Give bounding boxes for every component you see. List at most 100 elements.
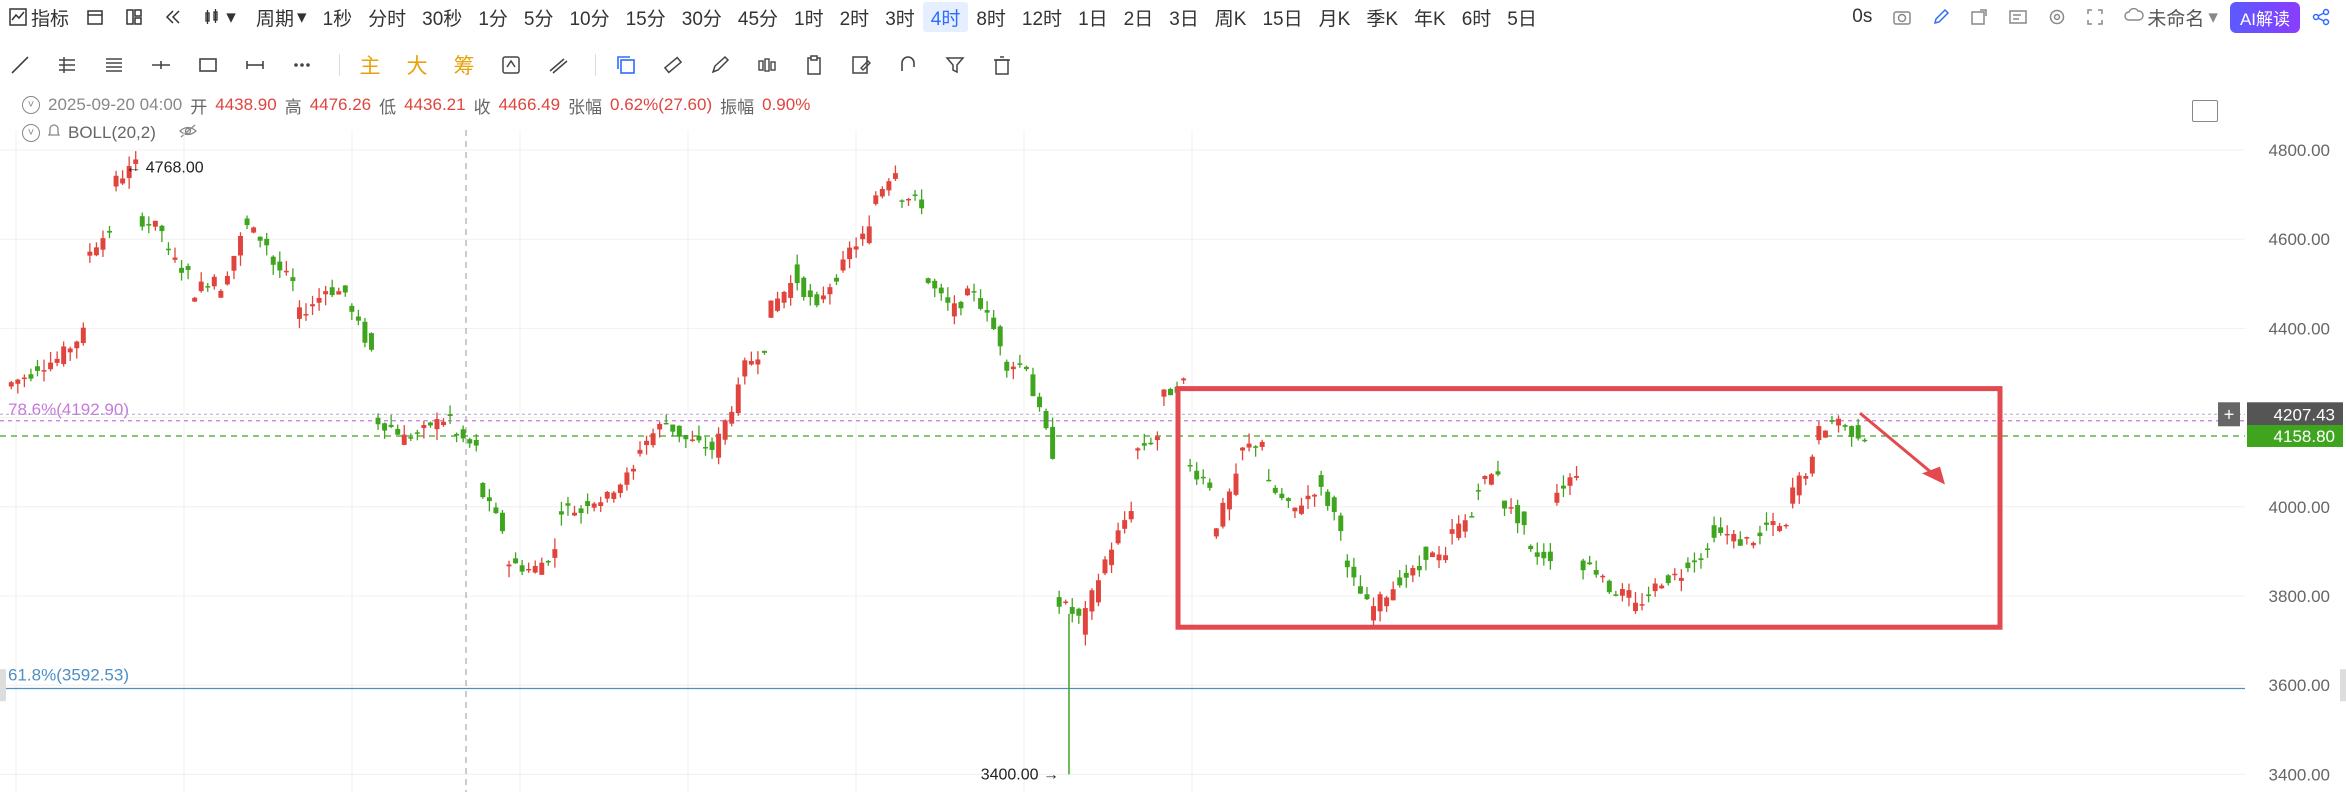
interval-22[interactable]: 年K [1414,8,1446,30]
candle-body [1377,594,1383,612]
candle-body [441,421,447,426]
candle-compare-icon[interactable] [747,50,787,80]
ai-explain-button[interactable]: AI解读 [2229,1,2300,33]
interval-2[interactable]: 30秒 [422,8,463,30]
layout-button[interactable] [116,2,155,32]
candle-body [945,297,951,303]
more-tools-icon[interactable] [282,50,322,80]
edit-note-icon[interactable] [841,50,881,80]
candle-body [1154,436,1160,441]
candle-body [1305,495,1311,500]
interval-13[interactable]: 8时 [976,8,1006,30]
candle-body [1724,533,1730,536]
interval-9[interactable]: 1时 [794,8,824,30]
interval-10[interactable]: 2时 [839,8,870,30]
candle-body [1652,583,1658,592]
sync-drawing-icon[interactable] [491,50,531,80]
chart-fullscreen-icon[interactable] [2192,100,2218,122]
add-alert-button[interactable] [2218,402,2240,427]
interval-4[interactable]: 5分 [523,8,554,30]
filter-icon[interactable] [935,50,975,80]
candle-body [1626,590,1632,598]
interval-23[interactable]: 6时 [1461,8,1492,30]
indicator-button[interactable]: 指标 [0,2,77,32]
indicator-name: BOLL(20,2) [68,123,156,142]
interval-17[interactable]: 3日 [1169,8,1199,30]
hide-drawing-icon[interactable] [538,50,578,80]
share-icon[interactable] [2304,2,2338,32]
interval-16[interactable]: 2日 [1123,8,1154,30]
expand-icon[interactable] [2078,2,2112,32]
candle-body [1226,491,1232,510]
interval-list: 1秒 分时 30秒 1分 5分 10分 15分 30分 45分 1时 2时 3时 4时 8时 12时 1日 2日… [315,2,1545,32]
interval-21[interactable]: 季K [1366,8,1398,30]
measure-tool-icon[interactable] [235,50,275,80]
rectangle-tool-icon[interactable] [188,50,228,80]
main-force-button[interactable]: 主 [359,54,381,78]
replay-button[interactable] [155,2,194,32]
candle-body [1541,551,1547,559]
camera-icon[interactable] [1884,2,1920,32]
pencil-icon[interactable] [1924,2,1958,32]
fib-lines-icon[interactable] [94,50,134,80]
period-button[interactable]: 周期 ▾ [248,2,315,32]
parallel-channel-icon[interactable] [47,50,87,80]
interval-7[interactable]: 30分 [681,8,722,30]
interval-18[interactable]: 周K [1214,8,1247,30]
interval-24[interactable]: 5日 [1507,8,1537,30]
bell-icon[interactable] [46,123,62,144]
interval-1[interactable]: 分时 [368,8,407,30]
price-chart[interactable]: 4800.004600.004400.004200.004000.003800.… [0,130,2346,792]
clipboard-icon[interactable] [794,50,834,80]
gear-icon[interactable] [2040,2,2074,32]
cloud-icon [2124,6,2145,28]
candle-body [578,508,584,513]
candle-body [650,433,656,446]
candle-body [506,564,512,567]
low-marker: 3400.00 → [981,766,1059,783]
candle-body [54,358,60,363]
calendar-button[interactable] [77,2,116,32]
chip-distribution-button[interactable]: 筹 [453,54,475,78]
cloud-save-button[interactable]: 未命名 ▾ [2116,2,2226,32]
brush-icon[interactable] [700,50,740,80]
collapse-icon[interactable]: ˅ [22,124,40,142]
ruler-icon[interactable] [653,50,693,80]
candle-body [1344,560,1350,568]
candle-body [1691,560,1697,563]
interval-8[interactable]: 45分 [737,8,779,30]
candle-body [1338,515,1344,532]
candle-body [860,233,866,240]
candle-body [74,341,80,349]
magnet-icon[interactable] [888,50,928,80]
big-order-button[interactable]: 大 [406,54,428,78]
interval-19[interactable]: 15日 [1262,8,1303,30]
interval-3[interactable]: 1分 [478,8,508,30]
seconds-label[interactable]: 0s [1852,6,1873,27]
interval-20[interactable]: 月K [1318,8,1351,30]
interval-6[interactable]: 15分 [625,8,666,30]
interval-14[interactable]: 12时 [1021,8,1063,30]
collapse-icon[interactable]: ˅ [22,96,40,114]
horizontal-line-icon[interactable] [141,50,181,80]
candle-body [892,173,898,179]
interval-5[interactable]: 10分 [569,8,610,30]
candle-body [238,236,243,256]
candle-body [1253,446,1259,448]
new-window-icon[interactable] [1962,2,1996,32]
interval-11[interactable]: 3时 [885,8,915,30]
chart-type-button[interactable]: ▾ [194,2,248,32]
candle-body [486,497,492,502]
record-icon[interactable] [2000,2,2036,32]
line-tool-icon[interactable] [0,50,40,80]
candle-body [303,314,309,316]
candle-body [1128,511,1134,520]
copy-icon[interactable] [606,50,646,80]
interval-12[interactable]: 4时 [922,2,969,32]
candle-body [539,562,545,575]
candle-body [689,439,695,441]
interval-15[interactable]: 1日 [1078,8,1108,30]
trash-icon[interactable] [982,50,1022,80]
interval-0[interactable]: 1秒 [322,8,353,30]
eye-off-icon[interactable] [178,123,198,144]
